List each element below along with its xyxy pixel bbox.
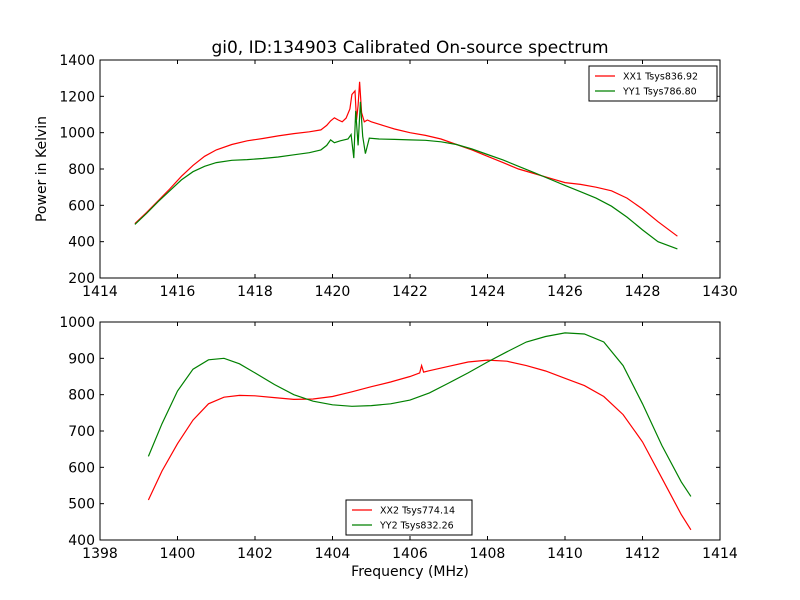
y-tick-label: 1400 [59, 53, 95, 69]
x-tick-label: 1398 [82, 546, 118, 562]
y-tick-label: 800 [68, 162, 95, 178]
bottom-x-axis-label: Frequency (MHz) [351, 564, 469, 580]
top-panel: 1414 1416 1418 1420 1422 1424 1426 1428 1430 200 4… [59, 53, 737, 300]
legend-box [345, 499, 473, 536]
legend-box [588, 65, 718, 102]
x-tick-label: 1404 [315, 546, 351, 562]
series-line-0-1 [134, 101, 678, 250]
y-tick-label: 700 [68, 424, 95, 440]
x-tick-label: 1412 [625, 546, 661, 562]
x-tick-label: 1414 [702, 546, 738, 562]
x-tick-label: 1428 [625, 284, 661, 300]
x-tick-label: 1402 [237, 546, 273, 562]
x-tick-label: 1416 [160, 284, 196, 300]
y-tick-label: 400 [68, 235, 95, 251]
x-tick-label: 1422 [392, 284, 428, 300]
legend-label: YY1 Tsys786.80 [622, 87, 697, 98]
y-tick-label: 900 [68, 351, 95, 367]
x-tick-label: 1406 [392, 546, 428, 562]
legend-0: XX1 Tsys836.92 YY1 Tsys786.80 [588, 65, 718, 102]
x-tick-label: 1424 [470, 284, 506, 300]
y-tick-label: 600 [68, 460, 95, 476]
legend-label: YY2 Tsys832.26 [379, 521, 454, 532]
top-y-axis-label: Power in Kelvin [34, 116, 50, 222]
series-line-1-1 [147, 332, 692, 497]
x-tick-label: 1400 [160, 546, 196, 562]
y-tick-label: 200 [68, 271, 95, 287]
legend-1: XX2 Tsys774.14 YY2 Tsys832.26 [345, 499, 473, 536]
x-tick-label: 1430 [702, 284, 738, 300]
x-tick-label: 1418 [237, 284, 273, 300]
x-tick-label: 1410 [547, 546, 583, 562]
legend-label: XX2 Tsys774.14 [380, 506, 455, 517]
y-tick-label: 1000 [59, 126, 95, 142]
y-tick-label: 600 [68, 198, 95, 214]
x-tick-label: 1408 [470, 546, 506, 562]
y-tick-label: 500 [68, 497, 95, 513]
x-tick-label: 1426 [547, 284, 583, 300]
y-tick-label: 400 [68, 533, 95, 549]
legend-label: XX1 Tsys836.92 [623, 72, 698, 83]
y-tick-label: 1200 [59, 89, 95, 105]
x-tick-label: 1420 [315, 284, 351, 300]
series-line-1-0 [147, 359, 692, 531]
x-tick-label: 1414 [82, 284, 118, 300]
chart-title: gi0, ID:134903 Calibrated On-source spec… [211, 38, 608, 58]
y-tick-label: 1000 [59, 315, 95, 331]
bottom-panel: 1398 1400 1402 1404 1406 1408 1410 1412 1414 400 5… [59, 315, 738, 562]
y-tick-label: 800 [68, 388, 95, 404]
